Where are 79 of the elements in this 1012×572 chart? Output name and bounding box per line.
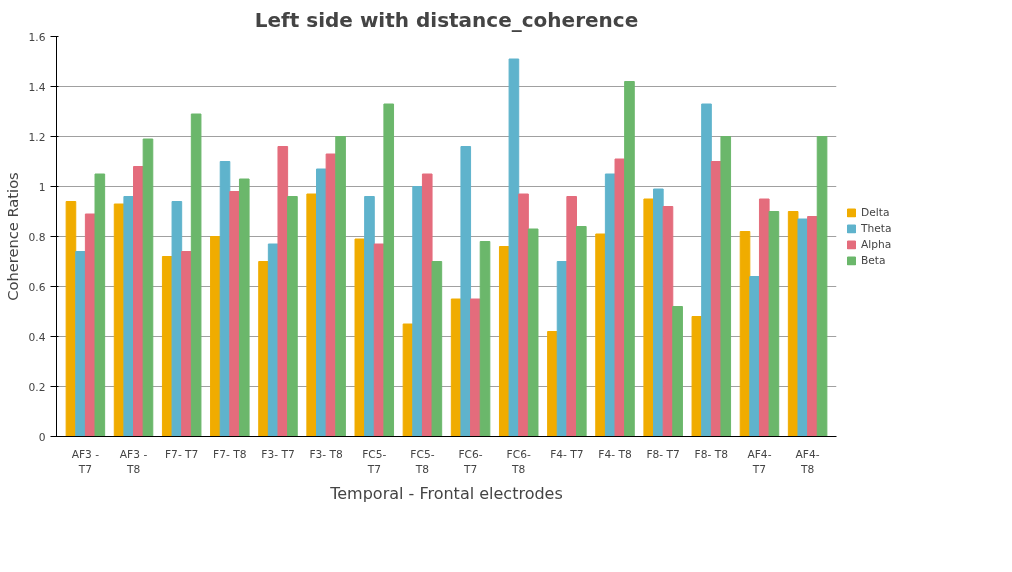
bar — [94, 173, 106, 437]
bar — [171, 201, 183, 437]
bar — [460, 146, 472, 437]
bar — [672, 306, 683, 437]
x-tick-label: AF4- T8 — [795, 447, 820, 477]
x-tick-label: FC6- T8 — [506, 447, 531, 477]
bar — [768, 211, 780, 437]
bar — [229, 191, 240, 437]
bar — [691, 316, 703, 437]
chart-title: Left side with distance_coherence — [254, 7, 639, 32]
bar — [210, 236, 221, 437]
bar — [653, 188, 664, 437]
bar — [701, 103, 712, 437]
y-tick-label: 0.8 — [28, 230, 46, 244]
bar — [431, 261, 443, 437]
bar — [383, 103, 395, 437]
bar — [749, 276, 760, 437]
x-axis-title: Temporal - Frontal electrodes — [329, 484, 563, 504]
bar — [595, 233, 606, 437]
legend-label: Theta — [861, 221, 892, 235]
y-tick-label: 1 — [38, 180, 46, 194]
bar — [624, 81, 635, 437]
bar — [65, 201, 77, 437]
bar — [720, 136, 732, 437]
bar — [479, 241, 491, 437]
x-tick-label: AF3 - T8 — [119, 447, 148, 477]
y-tick-label: 1.2 — [28, 130, 46, 144]
y-tick-label: 0.4 — [28, 330, 46, 344]
bar — [412, 186, 423, 437]
legend-label: Delta — [861, 205, 890, 219]
bar — [123, 196, 135, 437]
bar — [325, 153, 337, 437]
x-tick-label: AF4- T7 — [747, 447, 772, 477]
bar — [566, 196, 577, 437]
bar — [75, 251, 86, 437]
x-tick-label: F3- T8 — [309, 447, 344, 461]
bar — [527, 228, 539, 437]
x-tick-label: F8- T7 — [646, 447, 680, 461]
legend-label: Beta — [861, 253, 886, 267]
x-tick-label: FC5- T8 — [410, 447, 435, 477]
y-tick-label: 0.6 — [28, 280, 46, 294]
bar — [518, 193, 529, 437]
y-tick-label: 1.4 — [28, 80, 46, 94]
x-tick-label: F4- T7 — [550, 447, 584, 461]
bar — [277, 146, 289, 437]
bar — [508, 58, 520, 437]
bar — [364, 196, 375, 437]
bar — [816, 136, 828, 437]
bar — [190, 113, 202, 437]
x-tick-label: FC5- T7 — [362, 447, 387, 477]
x-tick-label: F4- T8 — [598, 447, 632, 461]
bar — [576, 226, 587, 437]
x-tick-label: AF3 - T7 — [71, 447, 100, 477]
y-tick-label: 1.6 — [28, 30, 46, 44]
x-tick-label: F8- T8 — [694, 447, 729, 461]
bar — [643, 198, 655, 437]
bar — [614, 158, 626, 437]
bar — [238, 178, 250, 437]
x-tick-label: F3- T7 — [261, 447, 295, 461]
x-tick-label: F7- T8 — [213, 447, 247, 461]
bar — [335, 136, 346, 437]
bar — [354, 238, 366, 437]
bar — [133, 166, 144, 437]
x-tick-label: F7- T7 — [164, 447, 199, 461]
bar — [421, 173, 433, 437]
y-axis-title: Coherence Ratios — [3, 172, 21, 301]
x-tick-label: FC6- T7 — [458, 447, 483, 477]
bar — [547, 331, 558, 437]
bar — [470, 298, 481, 437]
bar — [797, 218, 809, 437]
bar — [258, 261, 269, 437]
bar — [807, 216, 818, 437]
bar — [306, 193, 317, 437]
bar — [287, 196, 298, 437]
bar — [181, 251, 192, 437]
y-tick-label: 0.2 — [28, 380, 46, 394]
y-tick-label: 0 — [38, 430, 46, 444]
bar — [142, 138, 154, 437]
legend-label: Alpha — [861, 237, 892, 251]
